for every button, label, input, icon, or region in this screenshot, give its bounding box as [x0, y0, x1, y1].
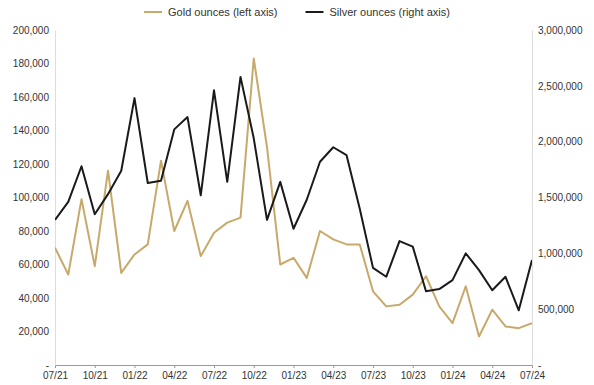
x-tick-label: 01/23	[281, 370, 306, 381]
x-tick: 04/22	[162, 365, 187, 381]
x-tick-mark	[453, 365, 454, 368]
x-tick-mark	[492, 365, 493, 368]
y-tick: 160,000	[13, 92, 55, 103]
y-tick-label: 140,000	[13, 125, 50, 136]
y-tick: 80,000	[18, 226, 55, 237]
legend-swatch	[306, 11, 324, 13]
x-axis: 07/21 10/21 01/22 04/22 07/22 10/22 01/23 04/23…	[43, 365, 545, 381]
y-tick-label: 100,000	[13, 192, 50, 203]
x-tick-label: 07/22	[202, 370, 227, 381]
x-tick: 07/22	[202, 365, 227, 381]
series-line	[55, 58, 532, 336]
x-tick-mark	[174, 365, 175, 368]
y2-tick-label: 2,000,000	[538, 136, 583, 147]
x-tick: 07/23	[361, 365, 386, 381]
x-tick-mark	[135, 365, 136, 368]
y2-tick: 1,000,000	[532, 248, 583, 259]
y2-tick-label: 1,500,000	[538, 192, 583, 203]
y-tick: 140,000	[13, 125, 55, 136]
x-tick-mark	[413, 365, 414, 368]
y-tick: 180,000	[13, 58, 55, 69]
x-tick-label: 04/24	[480, 370, 505, 381]
y-tick-label: 60,000	[18, 259, 49, 270]
x-tick-label: 07/24	[520, 370, 545, 381]
x-tick-mark	[95, 365, 96, 368]
y2-tick: -	[532, 360, 541, 371]
x-tick: 07/24	[520, 365, 545, 381]
legend-item: Silver ounces (right axis)	[306, 6, 450, 18]
y-tick-label: 160,000	[13, 92, 50, 103]
axis-line	[532, 31, 533, 366]
legend-swatch	[144, 11, 162, 13]
legend-label: Gold ounces (left axis)	[168, 6, 277, 18]
x-tick-label: 10/21	[83, 370, 108, 381]
y-axis-left: - 20,000 40,000 60,000 80,000 100,000 120,000 1…	[13, 25, 56, 371]
plot-area	[55, 58, 532, 336]
legend: Gold ounces (left axis) Silver ounces (ri…	[144, 6, 450, 18]
x-tick-label: 10/23	[401, 370, 426, 381]
series-line	[55, 77, 532, 310]
y-tick-label: 80,000	[18, 226, 49, 237]
legend-label: Silver ounces (right axis)	[330, 6, 450, 18]
y2-tick-label: 2,500,000	[538, 81, 583, 92]
x-tick-mark	[333, 365, 334, 368]
y-tick: 120,000	[13, 159, 55, 170]
y-axis-right: - 500,000 1,000,000 1,500,000 2,000,000 2,500…	[532, 25, 583, 371]
y2-tick: 2,500,000	[532, 81, 583, 92]
y2-tick-label: 1,000,000	[538, 248, 583, 259]
x-tick: 10/22	[242, 365, 267, 381]
legend-item: Gold ounces (left axis)	[144, 6, 277, 18]
y-tick-label: 180,000	[13, 58, 50, 69]
x-tick-mark	[214, 365, 215, 368]
x-tick: 01/23	[281, 365, 306, 381]
y2-tick: 1,500,000	[532, 192, 583, 203]
y2-tick: 500,000	[532, 304, 575, 315]
x-tick-label: 07/21	[43, 370, 68, 381]
x-tick-label: 01/22	[122, 370, 147, 381]
y-tick: 100,000	[13, 192, 55, 203]
axis-line	[55, 31, 56, 366]
y-tick-label: 120,000	[13, 159, 50, 170]
x-tick-label: 10/22	[242, 370, 267, 381]
x-tick-mark	[373, 365, 374, 368]
y2-tick-label: 500,000	[538, 304, 575, 315]
y-tick-label: 40,000	[18, 293, 49, 304]
x-tick: 04/23	[321, 365, 346, 381]
y2-tick: 3,000,000	[532, 25, 583, 36]
y-tick: 20,000	[18, 326, 55, 337]
y2-tick: 2,000,000	[532, 136, 583, 147]
y-tick-label: -	[46, 360, 49, 371]
x-tick-mark	[254, 365, 255, 368]
x-tick-label: 01/24	[440, 370, 465, 381]
axis-line	[56, 366, 533, 369]
y-tick: 60,000	[18, 259, 55, 270]
y-tick: -	[46, 360, 55, 371]
y2-tick-label: 3,000,000	[538, 25, 583, 36]
y2-tick-label: -	[538, 360, 541, 371]
x-tick: 01/22	[122, 365, 147, 381]
y-tick-label: 200,000	[13, 25, 50, 36]
y-tick: 200,000	[13, 25, 55, 36]
x-tick: 10/23	[401, 365, 426, 381]
x-tick: 04/24	[480, 365, 505, 381]
x-tick: 01/24	[440, 365, 465, 381]
x-tick-label: 07/23	[361, 370, 386, 381]
y-tick-label: 20,000	[18, 326, 49, 337]
x-tick-label: 04/23	[321, 370, 346, 381]
y-tick: 40,000	[18, 293, 55, 304]
x-tick-label: 04/22	[162, 370, 187, 381]
x-tick: 10/21	[83, 365, 108, 381]
x-tick-mark	[294, 365, 295, 368]
